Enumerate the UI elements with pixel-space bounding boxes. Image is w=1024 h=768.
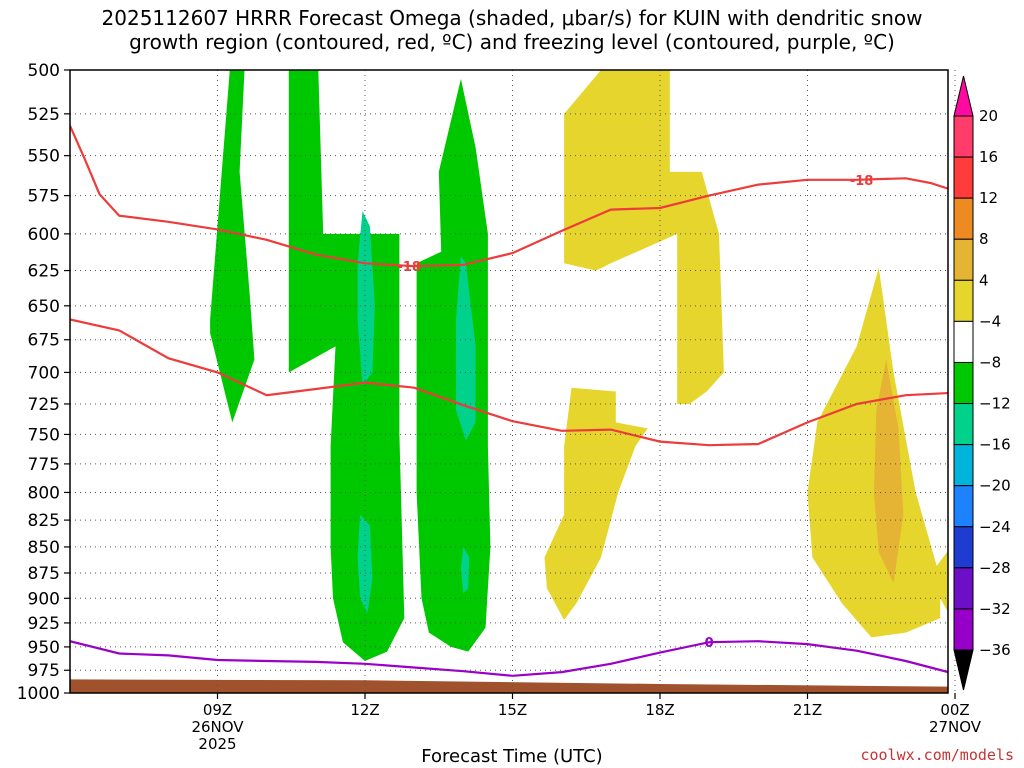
omega-region-yellow-1 — [564, 70, 724, 404]
omega-region-yellow-4 — [935, 550, 948, 613]
colorbar-label: 20 — [979, 107, 998, 125]
contour-label: -18 — [850, 174, 874, 189]
colorbar-box — [953, 608, 974, 651]
grid — [70, 70, 956, 693]
y-tick-label: 900 — [28, 589, 60, 609]
chart-title: 2025112607 HRRR Forecast Omega (shaded, … — [0, 6, 1024, 54]
y-tick-label: 875 — [28, 564, 60, 584]
omega-region-yellow-2 — [544, 387, 648, 620]
colorbar-box — [953, 526, 974, 569]
omega-region-teal-3 — [456, 256, 476, 441]
colorbar-box — [953, 361, 974, 405]
chart-title-line1: 2025112607 HRRR Forecast Omega (shaded, … — [101, 6, 923, 30]
colorbar-box — [953, 197, 974, 240]
colorbar-label: 4 — [979, 271, 989, 289]
y-tick-label: 800 — [28, 483, 60, 503]
contour-line-0 — [70, 125, 948, 268]
colorbar-label: −28 — [979, 559, 1011, 577]
omega-region-teal-1 — [357, 211, 375, 386]
y-tick-label: 575 — [28, 187, 60, 207]
y-tick-label: 625 — [28, 262, 60, 282]
y-tick-label: 725 — [28, 395, 60, 415]
y-tick-label: 500 — [28, 61, 60, 81]
colorbar-box — [953, 403, 974, 446]
colorbar: 20 16 12 8 4 −4 −8 −12 −16 −20 −24 −28 −32 −36 — [953, 75, 1011, 691]
omega-region-yellow-3 — [807, 267, 941, 638]
omega-region-teal-2 — [357, 514, 373, 614]
contour-label: 0 — [705, 636, 714, 651]
omega-region-green-3 — [416, 78, 491, 652]
x-tick-date: 26NOV — [191, 718, 244, 736]
colorbar-box — [953, 279, 974, 322]
y-tick-label: 825 — [28, 511, 60, 531]
plot-area: -18 -18 0 — [70, 70, 948, 693]
y-tick-label: 675 — [28, 331, 60, 351]
chart-title-line2: growth region (contoured, red, ºC) and f… — [129, 30, 895, 54]
colorbar-label: −4 — [979, 312, 1001, 330]
colorbar-box — [953, 115, 974, 158]
omega-region-green-2 — [288, 70, 405, 661]
colorbar-label: 12 — [979, 189, 998, 207]
x-axis-label: Forecast Time (UTC) — [421, 746, 603, 767]
colorbar-box — [953, 485, 974, 528]
colorbar-label: −32 — [979, 600, 1011, 618]
colorbar-box — [953, 444, 974, 487]
y-tick-label: 600 — [28, 225, 60, 245]
x-tick-date: 27NOV — [929, 718, 982, 736]
contour-line-1 — [70, 318, 948, 447]
colorbar-bottom-cap — [953, 649, 974, 691]
omega-region-green-1 — [210, 70, 255, 423]
x-tick-label: 00Z — [940, 701, 969, 719]
y-tick-label: 525 — [28, 105, 60, 125]
x-tick-label: 15Z — [498, 701, 527, 719]
contour-line-2 — [70, 640, 948, 677]
x-tick-label: 18Z — [645, 701, 674, 719]
colorbar-label: −20 — [979, 477, 1011, 495]
colorbar-top-cap — [953, 75, 974, 117]
credit-link[interactable]: coolwx.com/models — [860, 746, 1014, 764]
contour-label: -18 — [398, 260, 422, 275]
y-tick-label: 850 — [28, 538, 60, 558]
colorbar-box — [953, 238, 974, 281]
terrain-surface — [70, 679, 948, 693]
colorbar-label: −36 — [979, 641, 1011, 659]
colorbar-box — [953, 156, 974, 199]
colorbar-box — [953, 567, 974, 610]
x-tick-label: 09Z — [203, 701, 232, 719]
colorbar-label: −8 — [979, 353, 1001, 371]
y-tick-label: 925 — [28, 614, 60, 634]
y-tick-label: 550 — [28, 147, 60, 167]
colorbar-label: −16 — [979, 436, 1011, 454]
y-tick-label: 950 — [28, 638, 60, 658]
colorbar-label: 16 — [979, 148, 998, 166]
y-tick-label: 1000 — [17, 684, 60, 704]
y-tick-label: 975 — [28, 661, 60, 681]
omega-region-orange-1 — [873, 359, 904, 584]
x-tick-year: 2025 — [198, 735, 236, 753]
colorbar-label: 8 — [979, 230, 989, 248]
x-tick-label: 12Z — [350, 701, 379, 719]
x-tick-label: 21Z — [793, 701, 822, 719]
y-tick-label: 700 — [28, 363, 60, 383]
y-tick-label: 650 — [28, 297, 60, 317]
colorbar-label: −12 — [979, 395, 1011, 413]
colorbar-box — [953, 320, 974, 363]
omega-region-teal-4 — [460, 546, 470, 594]
y-tick-label: 750 — [28, 425, 60, 445]
y-tick-label: 775 — [28, 455, 60, 475]
colorbar-label: −24 — [979, 518, 1011, 536]
plot-frame — [69, 69, 949, 694]
